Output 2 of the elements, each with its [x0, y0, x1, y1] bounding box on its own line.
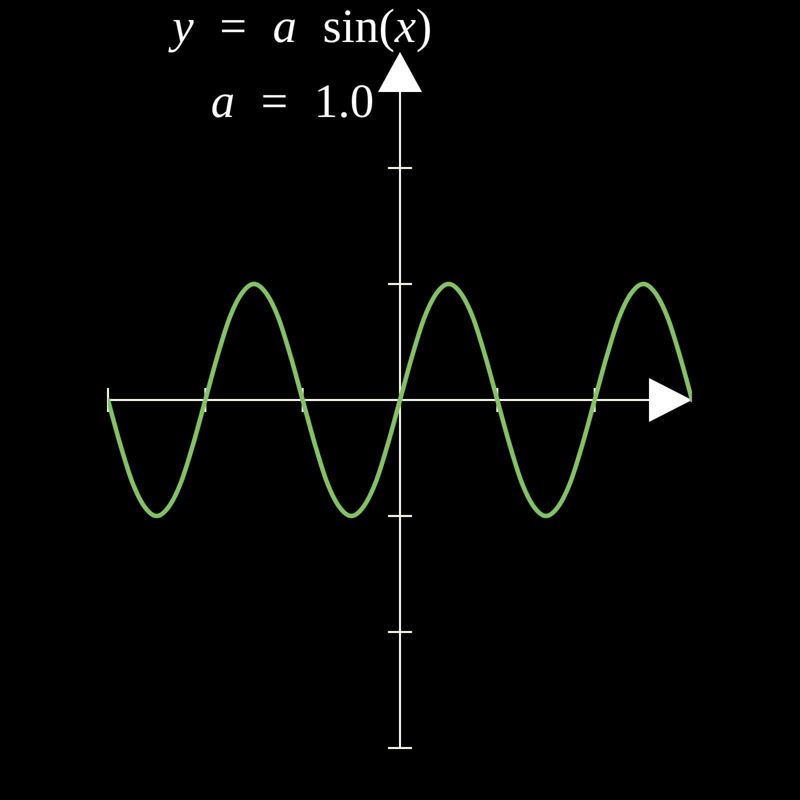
chart-title: y = a sin(x) [167, 0, 432, 53]
chart-subtitle: a = 1.0 [210, 75, 374, 128]
